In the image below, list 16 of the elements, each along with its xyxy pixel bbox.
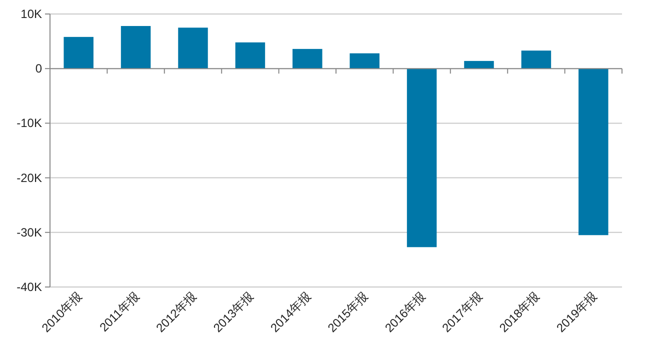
bar [521,50,552,69]
bar [235,42,266,69]
y-tick-label: 10K [20,7,42,21]
bar [64,36,94,69]
bar [406,68,437,248]
bar [292,48,322,69]
y-tick-label: 0 [35,62,42,76]
bar [120,26,151,69]
y-tick-label: -40K [16,280,42,294]
y-tick-label: -20K [16,170,42,185]
bar [464,60,494,69]
y-tick-label: -30K [16,225,42,240]
bar [350,53,380,69]
y-tick-label: -10K [16,116,42,130]
bar [578,68,608,236]
bar [178,28,208,69]
